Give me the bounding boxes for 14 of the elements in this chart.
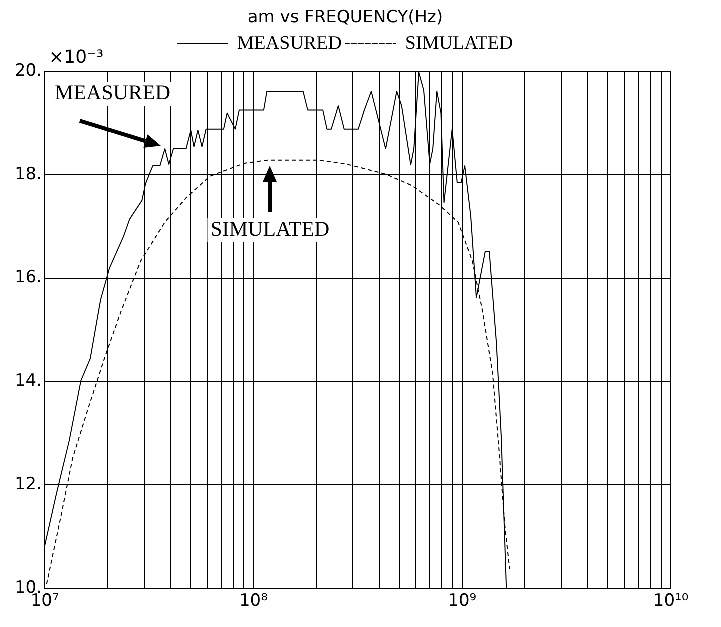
annotation: SIMULATED: [210, 216, 330, 241]
y-axis-title: ×10⁻³: [49, 47, 104, 68]
x-tick-label: 10¹⁰: [653, 591, 689, 612]
annotation: MEASURED: [55, 80, 171, 104]
legend-label: MEASURED: [237, 32, 342, 54]
x-tick-label: 10⁸: [239, 591, 268, 612]
chart-title: am vs FREQUENCY(Hz): [248, 8, 444, 28]
y-tick-label: 12.: [14, 474, 42, 495]
y-tick-label: 14.: [14, 371, 42, 392]
y-tick-label: 18.: [14, 164, 42, 184]
legend-label: SIMULATED: [405, 32, 514, 54]
y-tick-label: 20.: [14, 60, 42, 81]
x-tick-label: 10⁹: [448, 591, 477, 612]
y-tick-label: 16.: [14, 268, 42, 288]
